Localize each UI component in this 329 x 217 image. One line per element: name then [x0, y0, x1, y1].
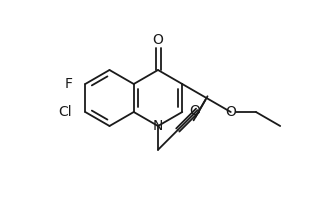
Text: F: F	[64, 77, 72, 91]
Text: O: O	[189, 104, 200, 118]
Text: N: N	[153, 119, 163, 133]
Text: Cl: Cl	[59, 105, 72, 119]
Text: O: O	[153, 33, 164, 47]
Text: O: O	[225, 105, 236, 119]
